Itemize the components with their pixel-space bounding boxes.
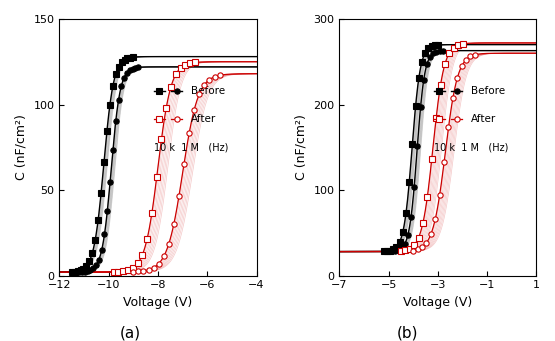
Text: After: After bbox=[191, 114, 216, 124]
Text: After: After bbox=[471, 114, 496, 124]
Text: Before: Before bbox=[191, 86, 225, 96]
Text: (a): (a) bbox=[120, 326, 141, 341]
X-axis label: Voltage (V): Voltage (V) bbox=[403, 296, 472, 309]
Text: 10 k  1 M   (Hz): 10 k 1 M (Hz) bbox=[154, 142, 229, 152]
Text: 10 k  1 M   (Hz): 10 k 1 M (Hz) bbox=[434, 142, 508, 152]
Y-axis label: C (nF/cm²): C (nF/cm²) bbox=[295, 114, 308, 180]
Y-axis label: C (nF/cm²): C (nF/cm²) bbox=[15, 114, 28, 180]
Text: Before: Before bbox=[471, 86, 505, 96]
Text: (b): (b) bbox=[397, 326, 418, 341]
X-axis label: Voltage (V): Voltage (V) bbox=[123, 296, 193, 309]
